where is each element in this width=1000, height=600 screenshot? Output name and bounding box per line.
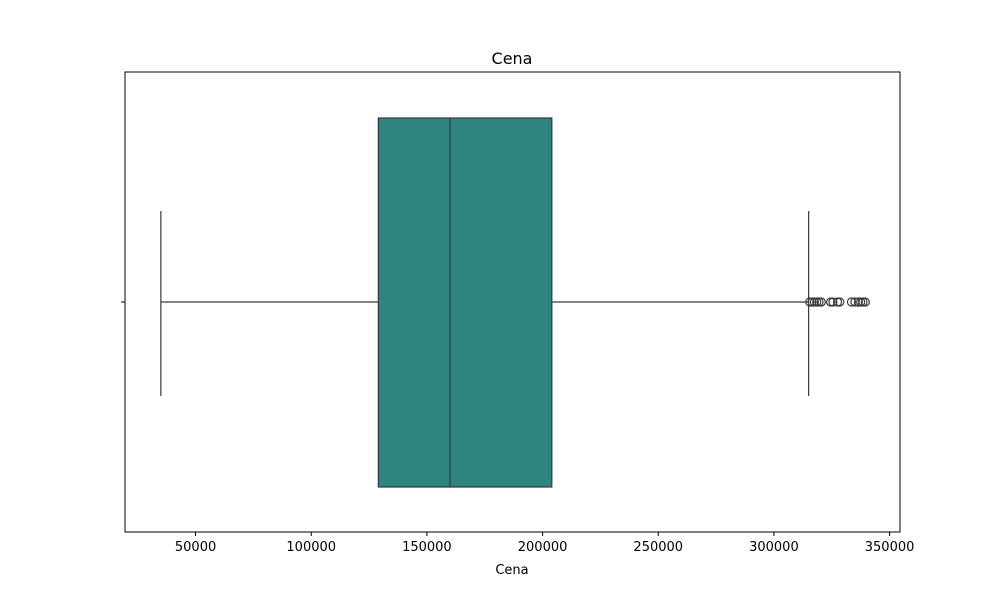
outlier-point	[825, 297, 836, 307]
outlier-point	[832, 297, 843, 307]
outlier-point	[805, 297, 815, 307]
x-tick-label: 300000	[749, 540, 799, 555]
x-tick-label: 50000	[175, 540, 216, 555]
outlier-point	[846, 297, 857, 307]
outlier-point	[809, 297, 820, 307]
outlier-point	[812, 297, 822, 307]
outlier-point	[858, 297, 868, 307]
x-tick-label: 150000	[402, 540, 452, 555]
outlier-point	[814, 297, 824, 307]
outlier-point	[807, 297, 817, 307]
x-tick-label: 350000	[865, 540, 915, 555]
x-axis-ticks: 50000 100000 150000 200000 250000 300000 35000…	[175, 532, 915, 555]
outlier-point	[856, 297, 866, 307]
x-tick-label: 200000	[518, 540, 568, 555]
chart-title: Cena	[492, 49, 533, 68]
x-axis-label: Cena	[495, 563, 528, 578]
outlier-point	[853, 297, 863, 307]
outlier-point	[828, 297, 838, 307]
outlier-point	[860, 297, 870, 307]
x-tick-label: 100000	[286, 540, 336, 555]
outlier-point	[835, 297, 845, 307]
iqr-box	[377, 117, 553, 488]
x-tick-label: 250000	[633, 540, 683, 555]
plot-area	[160, 117, 870, 488]
outlier-point	[816, 297, 826, 307]
